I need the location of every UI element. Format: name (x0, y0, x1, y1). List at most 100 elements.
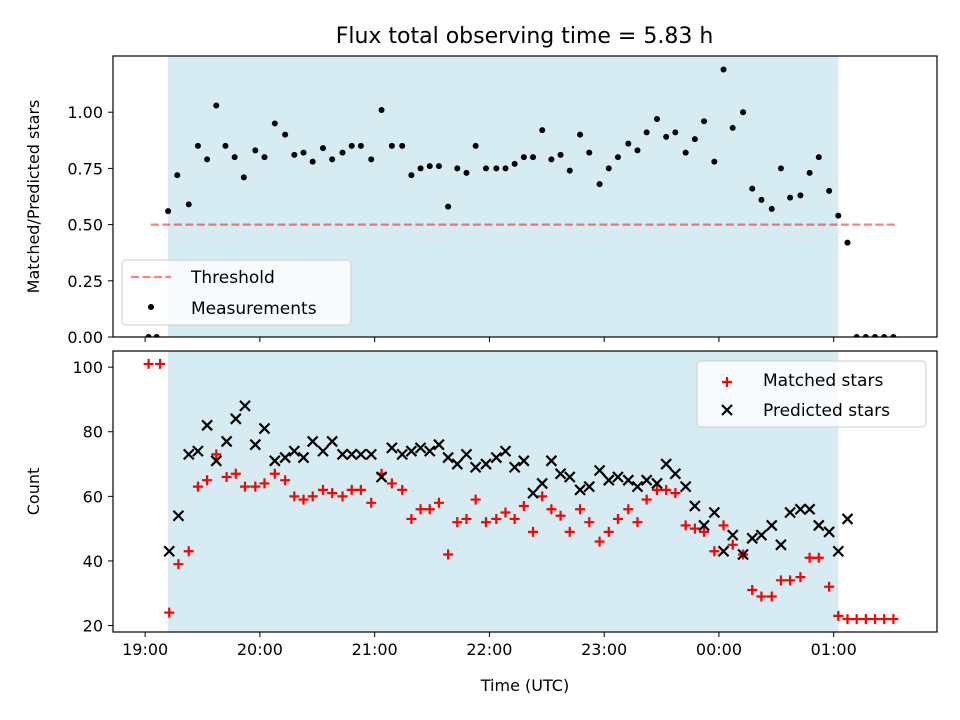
measurement-point (472, 142, 479, 149)
matched-star-point (785, 575, 796, 586)
y-tick-label: 0.25 (67, 272, 103, 291)
predicted-star-point (746, 532, 759, 545)
matched-star-point (202, 475, 213, 486)
measurement-point (806, 169, 813, 176)
predicted-star-point (651, 477, 663, 490)
matched-star-point (480, 517, 491, 528)
legend-predicted-swatch (721, 404, 733, 416)
matched-star-point (211, 449, 222, 460)
matched-star-point (575, 504, 586, 515)
matched-star-point (452, 517, 463, 528)
predicted-star-point (480, 458, 492, 470)
matched-star-point (718, 520, 729, 531)
predicted-star-point (689, 500, 701, 512)
matched-star-point (727, 539, 738, 550)
measurement-point (711, 158, 718, 165)
matched-star-point (813, 552, 824, 563)
matched-star-point (337, 491, 348, 502)
matched-star-point (443, 549, 454, 560)
measurement-point (153, 334, 160, 337)
matched-star-point (528, 526, 539, 537)
measurement-point (740, 109, 747, 116)
legend-box (696, 360, 927, 428)
axes-frame (112, 350, 938, 633)
y-tick-label: 60 (83, 487, 103, 506)
predicted-star-point (602, 474, 615, 486)
matched-star-point (689, 523, 700, 534)
legend: Threshold Measurements (121, 259, 352, 326)
predicted-star-point (182, 448, 195, 461)
legend-measurement-swatch (148, 304, 154, 310)
matched-star-point (775, 575, 786, 586)
x-tick-label: 00:00 (696, 640, 742, 659)
top-panel-ratio: 0.00 0.25 0.50 0.75 1.00 Matched/Predicted st… (24, 55, 938, 347)
matched-star-point (833, 610, 844, 621)
predicted-star-point (210, 455, 223, 467)
measurement-point (329, 156, 336, 163)
matched-star-point (888, 614, 899, 625)
matched-star-point (470, 494, 481, 505)
matched-star-point (461, 513, 472, 524)
matched-star-point (298, 494, 309, 505)
predicted-star-point (545, 455, 558, 467)
predicted-star-point (297, 451, 310, 464)
measurement-point (482, 165, 489, 172)
predicted-star-point (717, 545, 730, 558)
predicted-star-point (499, 445, 512, 457)
matched-star-point (546, 504, 557, 515)
matched-star-point (424, 504, 435, 515)
measurement-point (417, 165, 424, 172)
y-tick-label: 0.75 (67, 159, 103, 178)
matched-star-point (269, 468, 280, 479)
measurement-point (493, 165, 500, 172)
measurement-point (511, 160, 518, 167)
predicted-star-point (708, 506, 721, 519)
y-tick-label: 0.50 (67, 216, 103, 235)
predicted-star-point (239, 400, 251, 412)
predicted-star-point (679, 480, 692, 493)
predicted-star-point (775, 539, 787, 551)
legend-box (121, 259, 352, 326)
legend-threshold-label: Threshold (190, 268, 275, 288)
predicted-star-point (794, 503, 807, 516)
series-measurements (145, 66, 897, 337)
measurement-point (625, 140, 632, 147)
measurement-point (408, 172, 415, 179)
predicted-star-point (660, 458, 672, 470)
predicted-star-point (336, 448, 349, 461)
measurement-point (231, 154, 238, 161)
axes-frame (112, 55, 938, 338)
matched-star-point (143, 358, 154, 369)
matched-star-point (239, 481, 250, 492)
measurement-point (853, 334, 860, 337)
predicted-star-point (163, 545, 176, 558)
measurement-point (530, 154, 537, 161)
matched-star-point (250, 481, 261, 492)
measurement-point (185, 201, 192, 208)
predicted-star-point (269, 455, 281, 467)
bottom-panel-counts: 19:00 20:00 21:00 22:00 23:00 00:00 01:00 20 40 6… (24, 350, 938, 695)
matched-star-point (795, 572, 806, 583)
x-tick-label: 22:00 (466, 640, 512, 659)
x-tick-label: 19:00 (122, 640, 168, 659)
y-tick-label: 0.00 (67, 328, 103, 347)
predicted-star-point (249, 438, 262, 451)
predicted-star-point (841, 513, 854, 525)
predicted-star-point (433, 438, 445, 451)
y-tick-label: 1.00 (67, 103, 103, 122)
measurement-point (399, 142, 406, 149)
predicted-star-point (396, 448, 408, 461)
matched-star-point (280, 475, 291, 486)
measurement-point (240, 174, 247, 181)
measurement-point (548, 156, 555, 163)
predicted-star-point (469, 461, 482, 474)
predicted-star-point (669, 467, 682, 480)
measurement-point (815, 154, 822, 161)
measurement-point (261, 154, 268, 161)
predicted-star-point (460, 448, 473, 461)
measurement-point (271, 120, 278, 127)
matched-star-point (509, 513, 520, 524)
predicted-star-point (375, 471, 388, 483)
measurement-point (339, 149, 346, 156)
